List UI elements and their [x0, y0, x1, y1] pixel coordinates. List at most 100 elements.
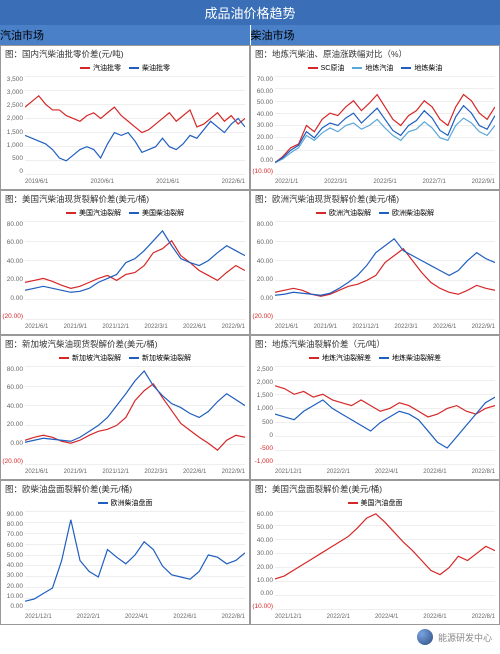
- legend-item: 汽油批零: [80, 63, 121, 73]
- legend-label: 美国柴油裂解: [142, 208, 184, 218]
- legend-label: 新加坡柴油裂解: [142, 353, 191, 363]
- source-avatar-icon: [417, 629, 433, 645]
- series-line: [275, 514, 495, 579]
- chart-area: 70.0060.0050.0040.0030.0020.0010.000.00(…: [275, 76, 495, 185]
- y-axis-labels: 80.0060.0040.0020.000.00(20.00): [251, 221, 273, 320]
- chart-panel: 图：美国汽柴油现货裂解价差(美元/桶)美国汽油裂解 美国柴油裂解 80.0060.0…: [0, 190, 250, 335]
- legend-label: 新加坡汽油裂解: [72, 353, 121, 363]
- legend-item: 地炼柴油: [401, 63, 442, 73]
- y-axis-labels: 80.0060.0040.0020.000.00(20.00): [1, 221, 23, 320]
- sub-header: 汽油市场 柴油市场: [0, 25, 500, 45]
- legend-swatch: [129, 67, 139, 69]
- chart-legend: 欧洲汽油裂解 欧洲柴油裂解: [251, 207, 499, 219]
- chart-panel: 图：欧柴油盘面裂解价差(美元/桶)欧洲柴油盘面 90.0080.0070.0060…: [0, 480, 250, 625]
- legend-label: 汽油批零: [93, 63, 121, 73]
- legend-label: 欧洲柴油裂解: [392, 208, 434, 218]
- legend-item: SC原油: [308, 63, 345, 73]
- legend-label: 欧洲汽油裂解: [329, 208, 371, 218]
- y-axis-labels: 80.0060.0040.0020.000.00(20.00): [1, 366, 23, 465]
- plot-svg: [25, 76, 245, 175]
- y-axis-labels: 90.0080.0070.0060.0050.0040.0030.0020.00…: [1, 511, 23, 610]
- legend-label: SC原油: [321, 63, 345, 73]
- chart-title: 图：地炼汽柴油、原油涨跌幅对比（%）: [251, 46, 499, 62]
- chart-legend: 地炼汽油裂解差 地炼柴油裂解差: [251, 352, 499, 364]
- legend-item: 地炼汽油: [352, 63, 393, 73]
- legend-swatch: [129, 357, 139, 359]
- chart-title: 图：美国汽柴油现货裂解价差(美元/桶): [1, 191, 249, 207]
- tab-diesel: 柴油市场: [251, 25, 500, 45]
- legend-swatch: [379, 212, 389, 214]
- y-axis-labels: 2,5002,0001,5001,0005000-500-1,000: [251, 366, 273, 465]
- chart-title: 图：国内汽柴油批零价差(元/吨): [1, 46, 249, 62]
- legend-item: 美国汽油盘面: [348, 498, 403, 508]
- legend-label: 地炼柴油: [414, 63, 442, 73]
- legend-swatch: [98, 502, 108, 504]
- series-line: [275, 239, 495, 295]
- main-header: 成品油价格趋势: [0, 0, 500, 25]
- x-axis-labels: 2021/12/12022/2/12022/4/12022/6/12022/8/…: [275, 469, 495, 475]
- chart-legend: 汽油批零 柴油批零: [1, 62, 249, 74]
- series-line: [275, 118, 495, 163]
- series-line: [25, 96, 245, 133]
- chart-title: 图：欧洲汽柴油现货裂解价差(美元/桶): [251, 191, 499, 207]
- legend-item: 欧洲柴油裂解: [379, 208, 434, 218]
- legend-swatch: [308, 67, 318, 69]
- source-label: 能源研发中心: [438, 631, 492, 644]
- legend-item: 美国柴油裂解: [129, 208, 184, 218]
- legend-swatch: [348, 502, 358, 504]
- y-axis-labels: 3,5003,0002,5002,0001,5001,0005000: [1, 76, 23, 175]
- legend-label: 地炼柴油裂解差: [392, 353, 441, 363]
- chart-legend: 美国汽油盘面: [251, 497, 499, 509]
- chart-area: 80.0060.0040.0020.000.00(20.00)2021/6/12…: [25, 221, 245, 330]
- series-line: [25, 231, 245, 292]
- x-axis-labels: 2019/6/12020/6/12021/6/12022/6/1: [25, 179, 245, 185]
- legend-swatch: [352, 67, 362, 69]
- x-axis-labels: 2021/6/12021/9/12021/12/12022/3/12022/6/…: [275, 324, 495, 330]
- series-line: [275, 386, 495, 417]
- chart-legend: 欧洲柴油盘面: [1, 497, 249, 509]
- x-axis-labels: 2021/12/12022/2/12022/4/12022/6/12022/8/…: [25, 614, 245, 620]
- plot-svg: [25, 511, 245, 610]
- chart-panel: 图：美国汽盘面裂解价差(美元/桶)美国汽油盘面60.0050.0040.0030…: [250, 480, 500, 625]
- legend-label: 美国汽油盘面: [361, 498, 403, 508]
- legend-item: 柴油批零: [129, 63, 170, 73]
- legend-swatch: [316, 212, 326, 214]
- chart-area: 80.0060.0040.0020.000.00(20.00)2021/6/12…: [25, 366, 245, 475]
- chart-panel: 图：欧洲汽柴油现货裂解价差(美元/桶)欧洲汽油裂解 欧洲柴油裂解 80.0060.0…: [250, 190, 500, 335]
- series-line: [275, 106, 495, 163]
- plot-svg: [275, 76, 495, 175]
- x-axis-labels: 2022/1/12022/3/12022/5/12022/7/12022/9/1: [275, 179, 495, 185]
- legend-item: 新加坡柴油裂解: [129, 353, 191, 363]
- legend-swatch: [309, 357, 319, 359]
- tab-gasoline: 汽油市场: [0, 25, 251, 45]
- legend-label: 地炼汽油裂解差: [322, 353, 371, 363]
- main-title: 成品油价格趋势: [0, 3, 500, 22]
- legend-label: 柴油批零: [142, 63, 170, 73]
- legend-swatch: [66, 212, 76, 214]
- chart-area: 60.0050.0040.0030.0020.0010.000.00(10.00…: [275, 511, 495, 620]
- legend-swatch: [379, 357, 389, 359]
- y-axis-labels: 60.0050.0040.0030.0020.0010.000.00(10.00…: [251, 511, 273, 610]
- legend-swatch: [80, 67, 90, 69]
- legend-item: 欧洲汽油裂解: [316, 208, 371, 218]
- y-axis-labels: 70.0060.0050.0040.0030.0020.0010.000.00(…: [251, 76, 273, 175]
- series-line: [25, 241, 245, 289]
- series-line: [25, 520, 245, 601]
- chart-title: 图：欧柴油盘面裂解价差(美元/桶): [1, 481, 249, 497]
- plot-svg: [275, 511, 495, 610]
- legend-label: 地炼汽油: [365, 63, 393, 73]
- legend-swatch: [129, 212, 139, 214]
- chart-area: 80.0060.0040.0020.000.00(20.00)2021/6/12…: [275, 221, 495, 330]
- chart-title: 图：地炼汽柴油裂解价差（元/吨）: [251, 336, 499, 352]
- chart-panel: 图：地炼汽柴油、原油涨跌幅对比（%）SC原油 地炼汽油 地炼柴油 70.0060.00…: [250, 45, 500, 190]
- plot-svg: [25, 221, 245, 320]
- legend-item: 地炼汽油裂解差: [309, 353, 371, 363]
- legend-swatch: [401, 67, 411, 69]
- chart-legend: 新加坡汽油裂解 新加坡柴油裂解: [1, 352, 249, 364]
- legend-item: 美国汽油裂解: [66, 208, 121, 218]
- chart-legend: 美国汽油裂解 美国柴油裂解: [1, 207, 249, 219]
- x-axis-labels: 2021/6/12021/9/12021/12/12022/3/12022/6/…: [25, 324, 245, 330]
- legend-label: 欧洲柴油盘面: [111, 498, 153, 508]
- chart-panel: 图：新加坡汽柴油现货裂解价差(美元/桶)新加坡汽油裂解新加坡柴油裂解80.006…: [0, 335, 250, 480]
- plot-svg: [275, 221, 495, 320]
